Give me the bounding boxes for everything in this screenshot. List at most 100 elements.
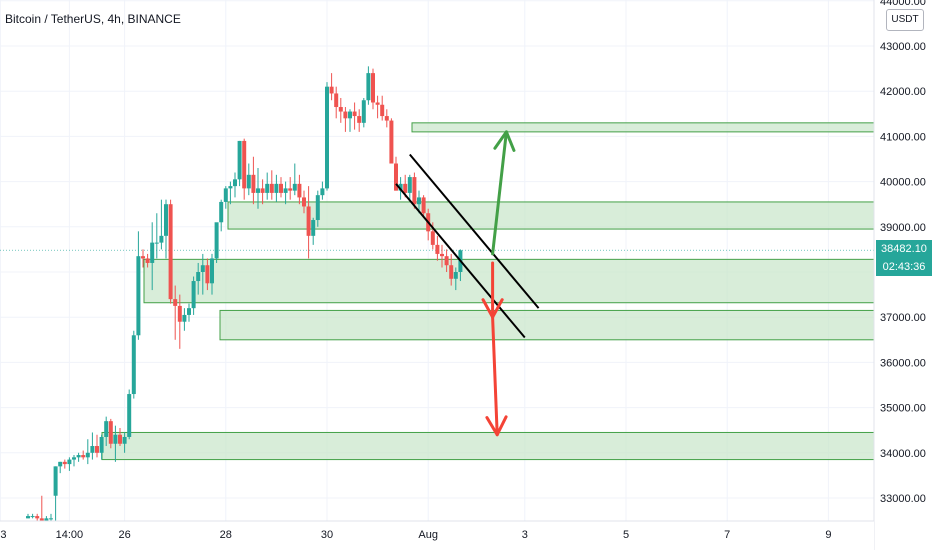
- candle-body: [154, 242, 159, 244]
- time-tick-label: 7: [724, 529, 730, 541]
- candle-body: [329, 86, 334, 94]
- candle-body: [67, 459, 72, 465]
- time-tick-label: 5: [623, 529, 629, 541]
- projection-arrow: [491, 130, 508, 256]
- candle-body: [141, 256, 145, 259]
- candle-body: [389, 120, 394, 164]
- candle-body: [348, 111, 352, 119]
- price-zone: [411, 122, 875, 133]
- candle-body: [288, 188, 293, 191]
- candle-body: [53, 466, 58, 496]
- candle-body: [108, 421, 113, 444]
- price-zone: [143, 258, 875, 304]
- price-tick-label: 37000.00: [880, 312, 926, 324]
- price-zone: [219, 309, 875, 341]
- candle-body: [127, 394, 132, 437]
- chart-title: Bitcoin / TetherUS, 4h, BINANCE: [5, 12, 181, 26]
- time-axis-background: [0, 521, 874, 550]
- candle-body: [76, 455, 81, 458]
- arrow-head: [493, 130, 516, 152]
- candle-body: [191, 281, 196, 309]
- candle-body: [380, 104, 385, 117]
- candle-body: [320, 188, 325, 196]
- candle-body: [283, 188, 288, 193]
- price-tick-label: 36000.00: [880, 357, 926, 369]
- candle-body: [159, 235, 164, 243]
- candle-body: [394, 163, 398, 191]
- candle-body: [210, 258, 214, 284]
- candle-body: [315, 195, 320, 221]
- candle-body: [398, 183, 403, 191]
- candle-body: [30, 516, 35, 518]
- candle-body: [338, 107, 343, 112]
- price-zone: [227, 201, 875, 230]
- candle-body: [233, 179, 237, 187]
- candle-body: [168, 204, 173, 300]
- channel-line: [409, 153, 540, 309]
- candle-body: [242, 140, 247, 189]
- candle-body: [219, 201, 224, 223]
- price-tick-label: 33000.00: [880, 493, 926, 505]
- candle-body: [302, 197, 306, 207]
- candle-body: [297, 183, 302, 198]
- candle-body: [334, 93, 339, 108]
- candle-body: [251, 174, 256, 193]
- time-tick-label: Aug: [418, 529, 438, 541]
- candle-body: [417, 197, 421, 205]
- candle-body: [265, 183, 270, 193]
- candle-body: [182, 314, 187, 322]
- candle-body: [58, 461, 63, 467]
- price-tick-label: 40000.00: [880, 177, 926, 189]
- candle-body: [407, 177, 412, 193]
- channel-line: [395, 183, 526, 339]
- price-tick-label: 42000.00: [880, 86, 926, 98]
- candle-body: [421, 197, 426, 214]
- candle-body: [177, 305, 182, 322]
- support-resistance-zones: [101, 122, 875, 461]
- candle-body: [412, 177, 417, 205]
- candle-body: [95, 446, 99, 453]
- candle-body: [325, 86, 329, 189]
- candle-body: [187, 308, 191, 315]
- time-tick-label: 30: [321, 529, 333, 541]
- candle-body: [214, 222, 219, 259]
- candle-body: [205, 265, 210, 284]
- axis-corner: [876, 521, 932, 550]
- currency-button[interactable]: USDT: [886, 9, 924, 31]
- candle-body: [228, 186, 233, 189]
- candle-body: [113, 434, 118, 444]
- time-tick-label: 3: [522, 529, 528, 541]
- candle-body: [357, 116, 362, 123]
- last-price-badge: 38482.10: [876, 240, 932, 258]
- candle-body: [81, 455, 86, 458]
- price-tick-label: 43000.00: [880, 41, 926, 53]
- candle-body: [72, 457, 76, 460]
- candle-body: [306, 206, 311, 236]
- candle-body: [366, 73, 371, 101]
- candle-body: [269, 183, 274, 193]
- candle-body: [26, 516, 30, 519]
- candle-body: [35, 516, 40, 519]
- candle-body: [164, 204, 168, 236]
- candle-body: [246, 174, 251, 189]
- price-tick-label: 44000.00: [880, 0, 926, 8]
- trend-drawings: [395, 130, 540, 437]
- arrow-head: [485, 415, 508, 437]
- candle-body: [150, 242, 155, 263]
- candle-body: [352, 111, 357, 117]
- candle-body: [260, 188, 265, 193]
- time-tick-label: 14:00: [56, 529, 84, 541]
- candle-body: [311, 220, 316, 236]
- projection-arrow: [491, 315, 499, 437]
- candle-body: [99, 436, 104, 453]
- candle-body: [361, 100, 366, 123]
- candle-body: [440, 253, 444, 257]
- price-tick-label: 41000.00: [880, 131, 926, 143]
- time-axis[interactable]: 23 14:00 26 28 30 Aug 3 5 7 9: [0, 520, 932, 550]
- candle-body: [256, 188, 260, 193]
- price-zone: [101, 431, 875, 461]
- candle-body: [375, 102, 380, 105]
- candle-body: [237, 140, 242, 180]
- candle-body: [90, 446, 95, 453]
